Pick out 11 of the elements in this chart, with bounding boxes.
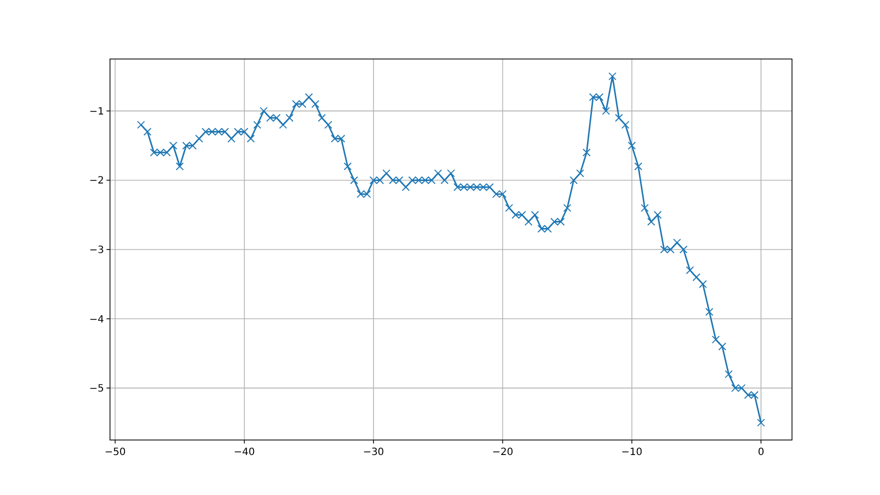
y-tick-label: −2	[89, 176, 104, 187]
x-tick-label: −40	[234, 447, 255, 458]
x-tick-label: −30	[362, 447, 384, 458]
x-tick-label: −20	[492, 447, 514, 458]
x-tick-label: −10	[621, 447, 642, 458]
y-tick-label: −3	[89, 245, 104, 256]
x-tick-label: −50	[104, 447, 126, 458]
y-tick-label: −5	[89, 384, 104, 395]
y-tick-label: −4	[89, 314, 104, 326]
y-tick-label: −1	[89, 106, 104, 118]
x-tick-label: 0	[758, 447, 764, 458]
